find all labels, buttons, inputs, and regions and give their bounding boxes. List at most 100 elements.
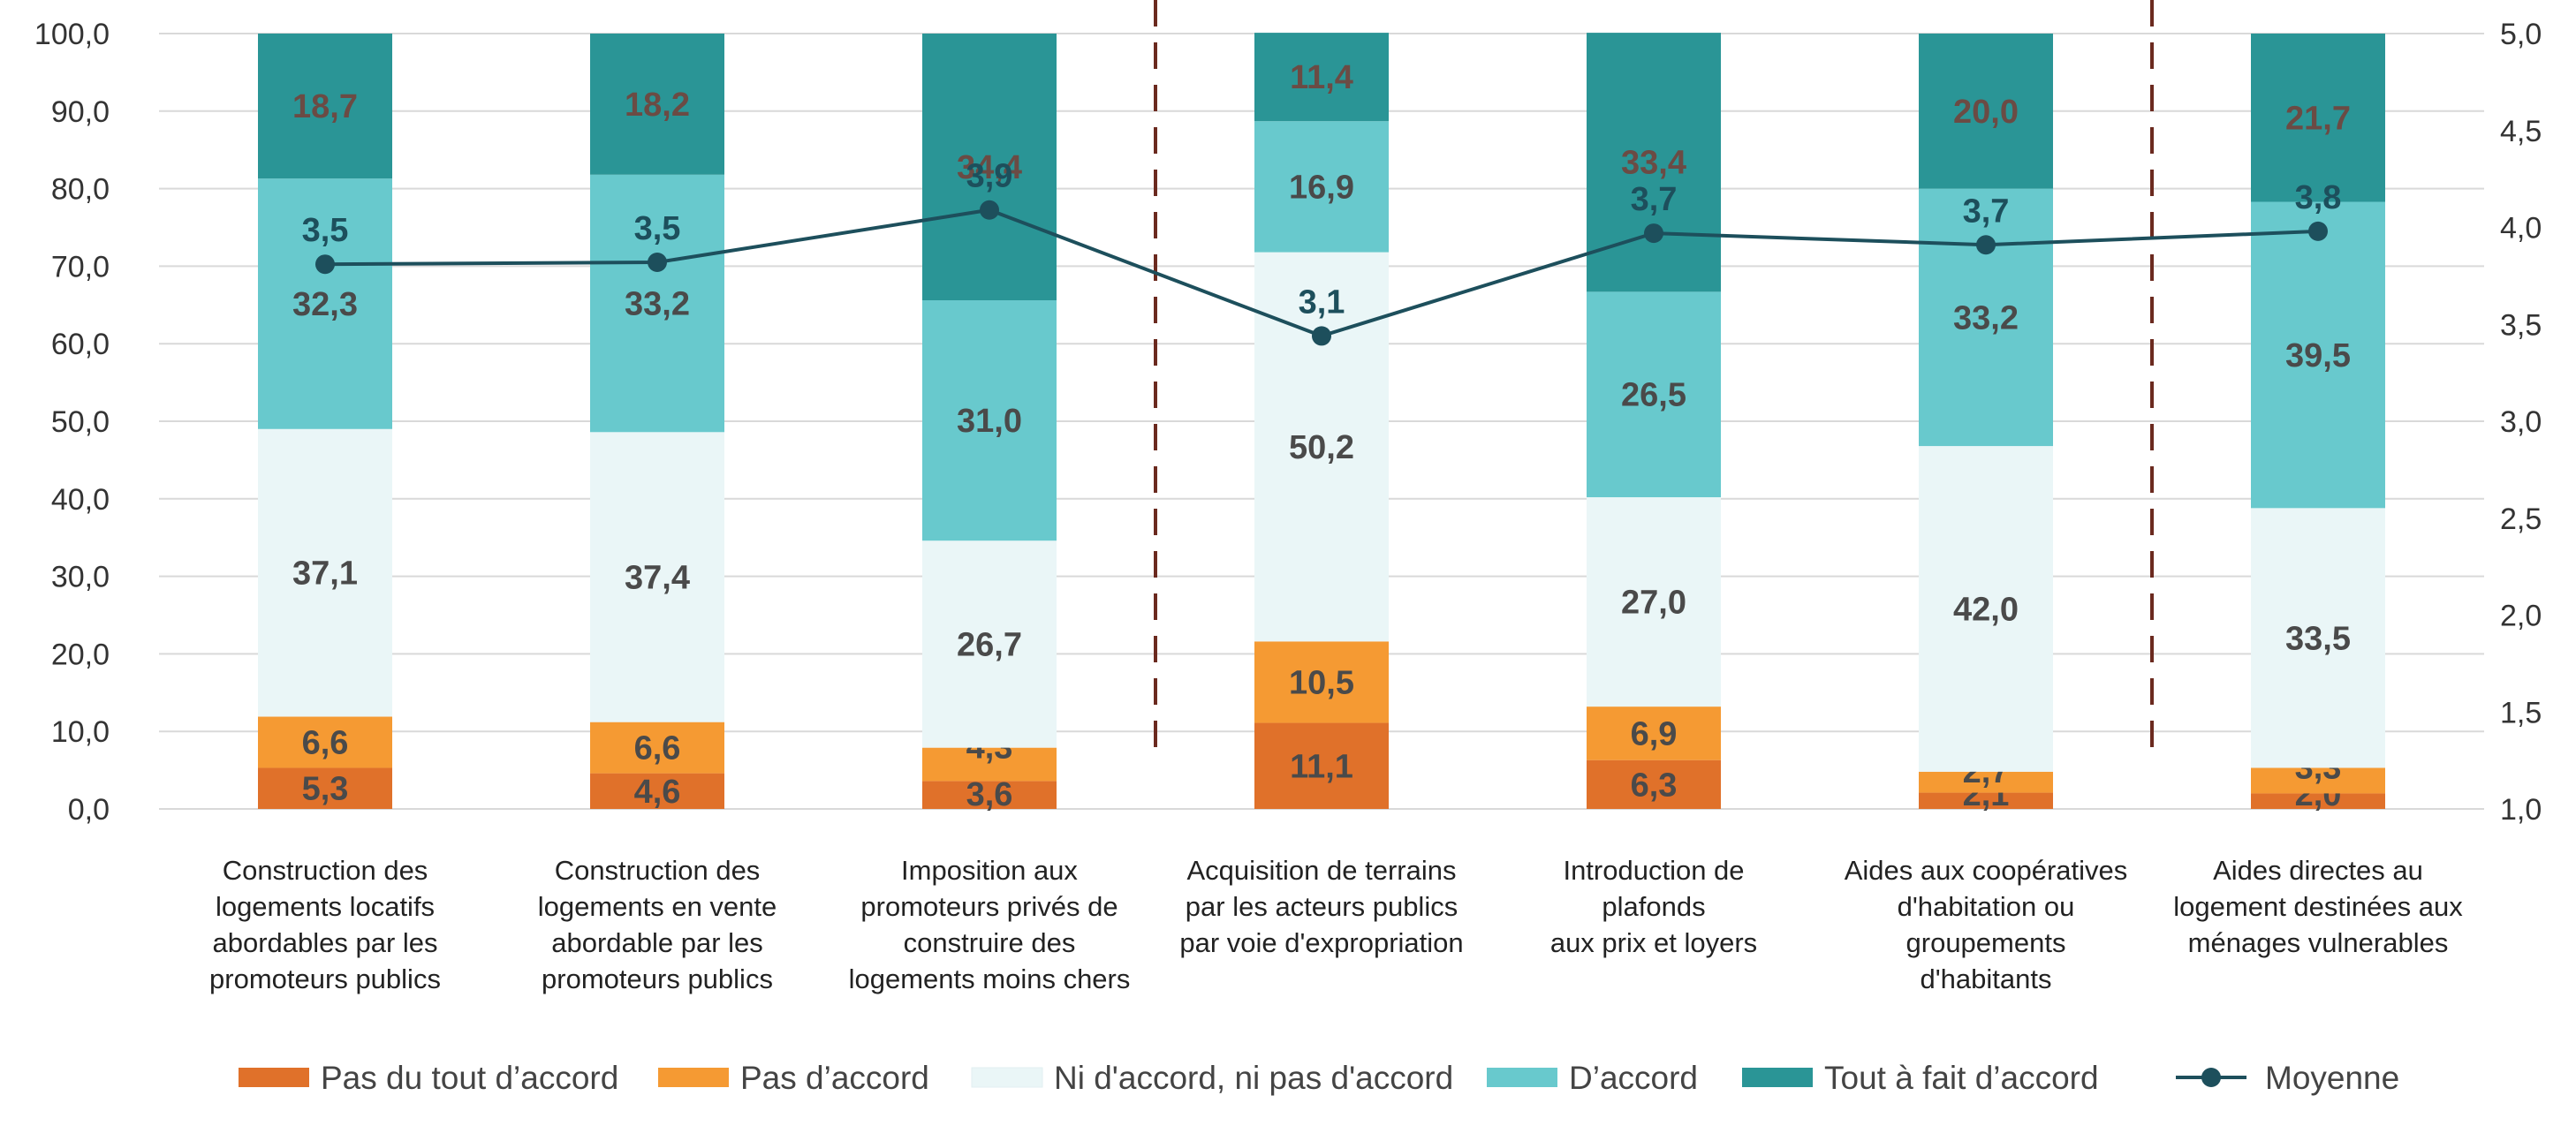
category-label: Construction des logements en vente aborda…: [538, 855, 777, 994]
bar-segment: [258, 716, 392, 768]
legend-label: D’accord: [1569, 1060, 1698, 1096]
y-tick-label: 40,0: [51, 483, 110, 517]
average-line: 3,5 3,5 3,9 3,1 3,7 3,7 3,8: [302, 158, 2342, 346]
bar-stack: 2,12,742,033,220,0: [1919, 34, 2053, 813]
category-label-line: Introduction de: [1563, 855, 1744, 886]
data-label: 31,0: [957, 403, 1022, 440]
legend-label: Pas du tout d’accord: [321, 1060, 618, 1096]
average-point: [315, 254, 335, 275]
category-label-line: par voie d'expropriation: [1179, 927, 1463, 958]
data-label: 42,0: [1953, 591, 2019, 628]
data-label: 33,2: [625, 286, 690, 323]
data-label: 6,6: [634, 730, 681, 767]
bar-segment: [1587, 291, 1721, 498]
legend: Pas du tout d’accord Pas d’accord Ni d'acc…: [239, 1060, 2399, 1096]
category-label-line: ménages vulnerables: [2188, 927, 2449, 958]
data-label: 34,4: [957, 149, 1022, 186]
y-tick-label: 30,0: [51, 561, 110, 594]
legend-item: Tout à fait d’accord: [1742, 1060, 2099, 1096]
y2-tick-label: 1,0: [2500, 793, 2542, 827]
bar-segment: [590, 722, 724, 774]
category-label-line: groupements: [1906, 927, 2066, 958]
legend-item: D’accord: [1487, 1060, 1698, 1096]
y-tick-label: 70,0: [51, 250, 110, 283]
bar-segment: [590, 432, 724, 722]
bar-segment: [1587, 759, 1721, 809]
bar-segment: [590, 174, 724, 433]
average-label: 3,8: [2295, 179, 2342, 216]
data-label: 26,5: [1621, 377, 1686, 414]
bar-segment: [258, 428, 392, 717]
bar-segment: [2251, 201, 2385, 509]
bar-segment: [1587, 707, 1721, 760]
y2-tick-label: 3,5: [2500, 308, 2542, 342]
bar-segment: [922, 300, 1057, 541]
data-label: 33,2: [1953, 299, 2019, 336]
data-label: 37,4: [625, 559, 690, 596]
average-label: 3,5: [634, 210, 681, 247]
bar-segment: [1254, 33, 1389, 122]
average-point: [2308, 221, 2328, 241]
category-label-line: logements moins chers: [849, 963, 1131, 994]
average-point: [648, 253, 667, 273]
category-label: Aides directes au logement destinées aux m…: [2173, 855, 2463, 958]
category-label-line: aux prix et loyers: [1550, 927, 1757, 958]
category-label-line: Aides directes au: [2213, 855, 2423, 886]
average-label: 3,9: [966, 158, 1013, 195]
legend-swatch: [658, 1068, 729, 1087]
bar-segment: [2251, 508, 2385, 768]
bar-stack: 11,1 10,5 50,2 16,9 11,4: [1254, 33, 1389, 809]
bar-segment: [922, 34, 1057, 301]
y-tick-label: 10,0: [51, 715, 110, 749]
bar-segment: [1254, 641, 1389, 723]
legend-swatch: [1742, 1068, 1813, 1087]
category-label-line: Construction des: [223, 855, 428, 886]
bar-segment: [1254, 722, 1389, 809]
legend-label: Tout à fait d’accord: [1824, 1060, 2099, 1096]
average-label: 3,5: [302, 212, 349, 249]
bar-stack: 5,3 6,6 37,1 32,3 18,7: [258, 34, 392, 809]
data-label: 50,2: [1289, 429, 1354, 466]
legend-label: Moyenne: [2265, 1060, 2399, 1096]
data-label: 26,7: [957, 626, 1022, 663]
data-label: 4,6: [634, 774, 681, 811]
category-label-line: promoteurs publics: [542, 963, 773, 994]
y2-tick-label: 2,0: [2500, 600, 2542, 633]
bar-stack: 4,6 6,6 37,4 33,2 18,2: [590, 34, 724, 811]
average-point: [1644, 223, 1663, 244]
bar-segment: [590, 773, 724, 809]
y-tick-label: 60,0: [51, 328, 110, 361]
category-label-line: par les acteurs publics: [1186, 891, 1458, 922]
average-point: [1976, 235, 1996, 255]
y2-tick-label: 2,5: [2500, 502, 2542, 536]
category-label-line: Aides aux coopératives: [1845, 855, 2128, 886]
bar-segment: [1587, 497, 1721, 707]
category-label-line: Acquisition de terrains: [1187, 855, 1457, 886]
bar-stack: 6,3 6,9 27,0 26,5 33,4: [1587, 33, 1721, 809]
category-label: Acquisition de terrains par les acteurs p…: [1179, 855, 1463, 958]
bars: 5,3 6,6 37,1 32,3 18,7 4,6 6,6 37,4 33,2 18,2 3,6 4…: [258, 33, 2385, 813]
bar-segment: [258, 178, 392, 429]
bar-segment: [590, 34, 724, 175]
average-point: [980, 200, 999, 220]
average-label: 3,7: [1963, 193, 2010, 230]
y-tick-label: 100,0: [34, 18, 110, 51]
y-tick-label: 80,0: [51, 173, 110, 207]
bar-segment: [1254, 121, 1389, 253]
bar-segment: [2251, 767, 2385, 794]
legend-label: Ni d'accord, ni pas d'accord: [1054, 1060, 1453, 1096]
data-label: 5,3: [302, 771, 349, 808]
bar-segment: [258, 34, 392, 179]
data-label: 11,4: [1290, 59, 1353, 96]
category-label-line: logements en vente: [538, 891, 777, 922]
data-label: 6,6: [302, 724, 349, 761]
category-label-line: Imposition aux: [901, 855, 1078, 886]
bar-segment: [2251, 793, 2385, 809]
y-tick-label: 20,0: [51, 638, 110, 671]
data-label: 18,2: [625, 87, 690, 124]
y2-tick-label: 4,0: [2500, 212, 2542, 246]
y-tick-label: 0,0: [68, 793, 110, 827]
category-label-line: promoteurs publics: [209, 963, 441, 994]
category-label-line: Construction des: [555, 855, 761, 886]
